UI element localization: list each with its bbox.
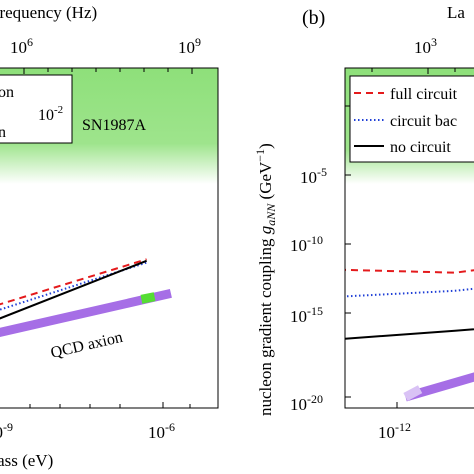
- panel-a-legend-text: n: [0, 124, 6, 141]
- panel-b: (b) La 103 10-5 10-10 10-15 10-20 10-12 …: [253, 3, 474, 442]
- panel-b-y-tick: 10-20: [290, 392, 323, 414]
- panel-b-series: [345, 268, 474, 402]
- panel-a-legend: on 10-2 n: [0, 74, 73, 144]
- panel-b-y-axis-label-unit: (GeV: [256, 161, 275, 199]
- panel-a-top-axis-label: Frequency (Hz): [0, 3, 97, 22]
- panel-b-y-axis-label-text: nucleon gradient coupling: [256, 238, 275, 416]
- panel-a-bottom-tick-labels: 10-9 10-6: [0, 420, 175, 442]
- panel-a: Frequency (Hz) 106 109 10-9 10-6 Mass (e…: [0, 3, 219, 470]
- panel-a-frame: [0, 67, 219, 409]
- panel-b-series-no-circuit: [345, 328, 474, 340]
- panel-b-y-tick-labels: 10-5 10-10 10-15 10-20: [290, 165, 327, 414]
- panel-b-series-circuit-bac: [345, 287, 474, 298]
- panel-b-y-tick: 10-5: [300, 165, 327, 187]
- panel-a-series-full-circuit: [0, 258, 147, 306]
- panel-b-series-full-circuit: [345, 268, 474, 274]
- panel-a-legend-text: on: [0, 84, 14, 101]
- panel-b-x-tick: 10-12: [378, 420, 411, 442]
- panel-b-y-tick: 10-10: [290, 233, 323, 255]
- panel-b-y-tick-marks: [345, 68, 456, 408]
- panel-a-series: [0, 258, 172, 338]
- panel-b-legend-label-full-circuit: full circuit: [390, 86, 458, 103]
- panel-b-y-axis-label: nucleon gradient coupling gaNN (GeV−1): [253, 143, 278, 416]
- panel-a-series-circuit-background: [0, 261, 147, 311]
- panel-b-legend-label-no-circuit: no circuit: [390, 139, 451, 156]
- panel-a-bottom-tick: 10-9: [0, 420, 13, 442]
- panel-b-label: (b): [302, 7, 325, 29]
- panel-a-tick-marks: [23, 68, 193, 408]
- panel-a-top-tick: 109: [178, 35, 201, 57]
- panel-a-series-qcd-axion-highlight: [140, 292, 156, 304]
- panel-b-top-axis-label: La: [447, 3, 465, 22]
- panel-a-bottom-tick: 10-6: [148, 420, 175, 442]
- panel-b-legend-box: [349, 75, 474, 163]
- panel-a-top-tick-labels: 106 109: [10, 35, 201, 57]
- panel-a-series-no-circuit: [0, 259, 147, 320]
- panel-a-sn1987a-label: SN1987A: [82, 117, 146, 134]
- panel-b-top-tick: 103: [414, 35, 437, 57]
- panel-a-x-axis-label: Mass (eV): [0, 451, 53, 470]
- panel-b-y-axis-label-symbol: g: [256, 226, 275, 235]
- panel-b-y-tick: 10-15: [290, 304, 323, 326]
- panel-b-series-qcd-axion-band: [404, 372, 474, 402]
- panel-b-legend: full circuit circuit bac no circuit: [349, 75, 474, 163]
- panel-b-series-qcd-axion-band-faint: [403, 385, 423, 401]
- panel-a-legend-box: [0, 74, 73, 144]
- panel-b-legend-label-circuit-background: circuit bac: [390, 113, 457, 130]
- panel-b-frame: [344, 67, 474, 409]
- panel-a-series-qcd-axion-band: [0, 289, 172, 338]
- panel-a-top-tick: 106: [10, 35, 33, 57]
- panel-a-qcd-axion-label: QCD axion: [49, 329, 124, 362]
